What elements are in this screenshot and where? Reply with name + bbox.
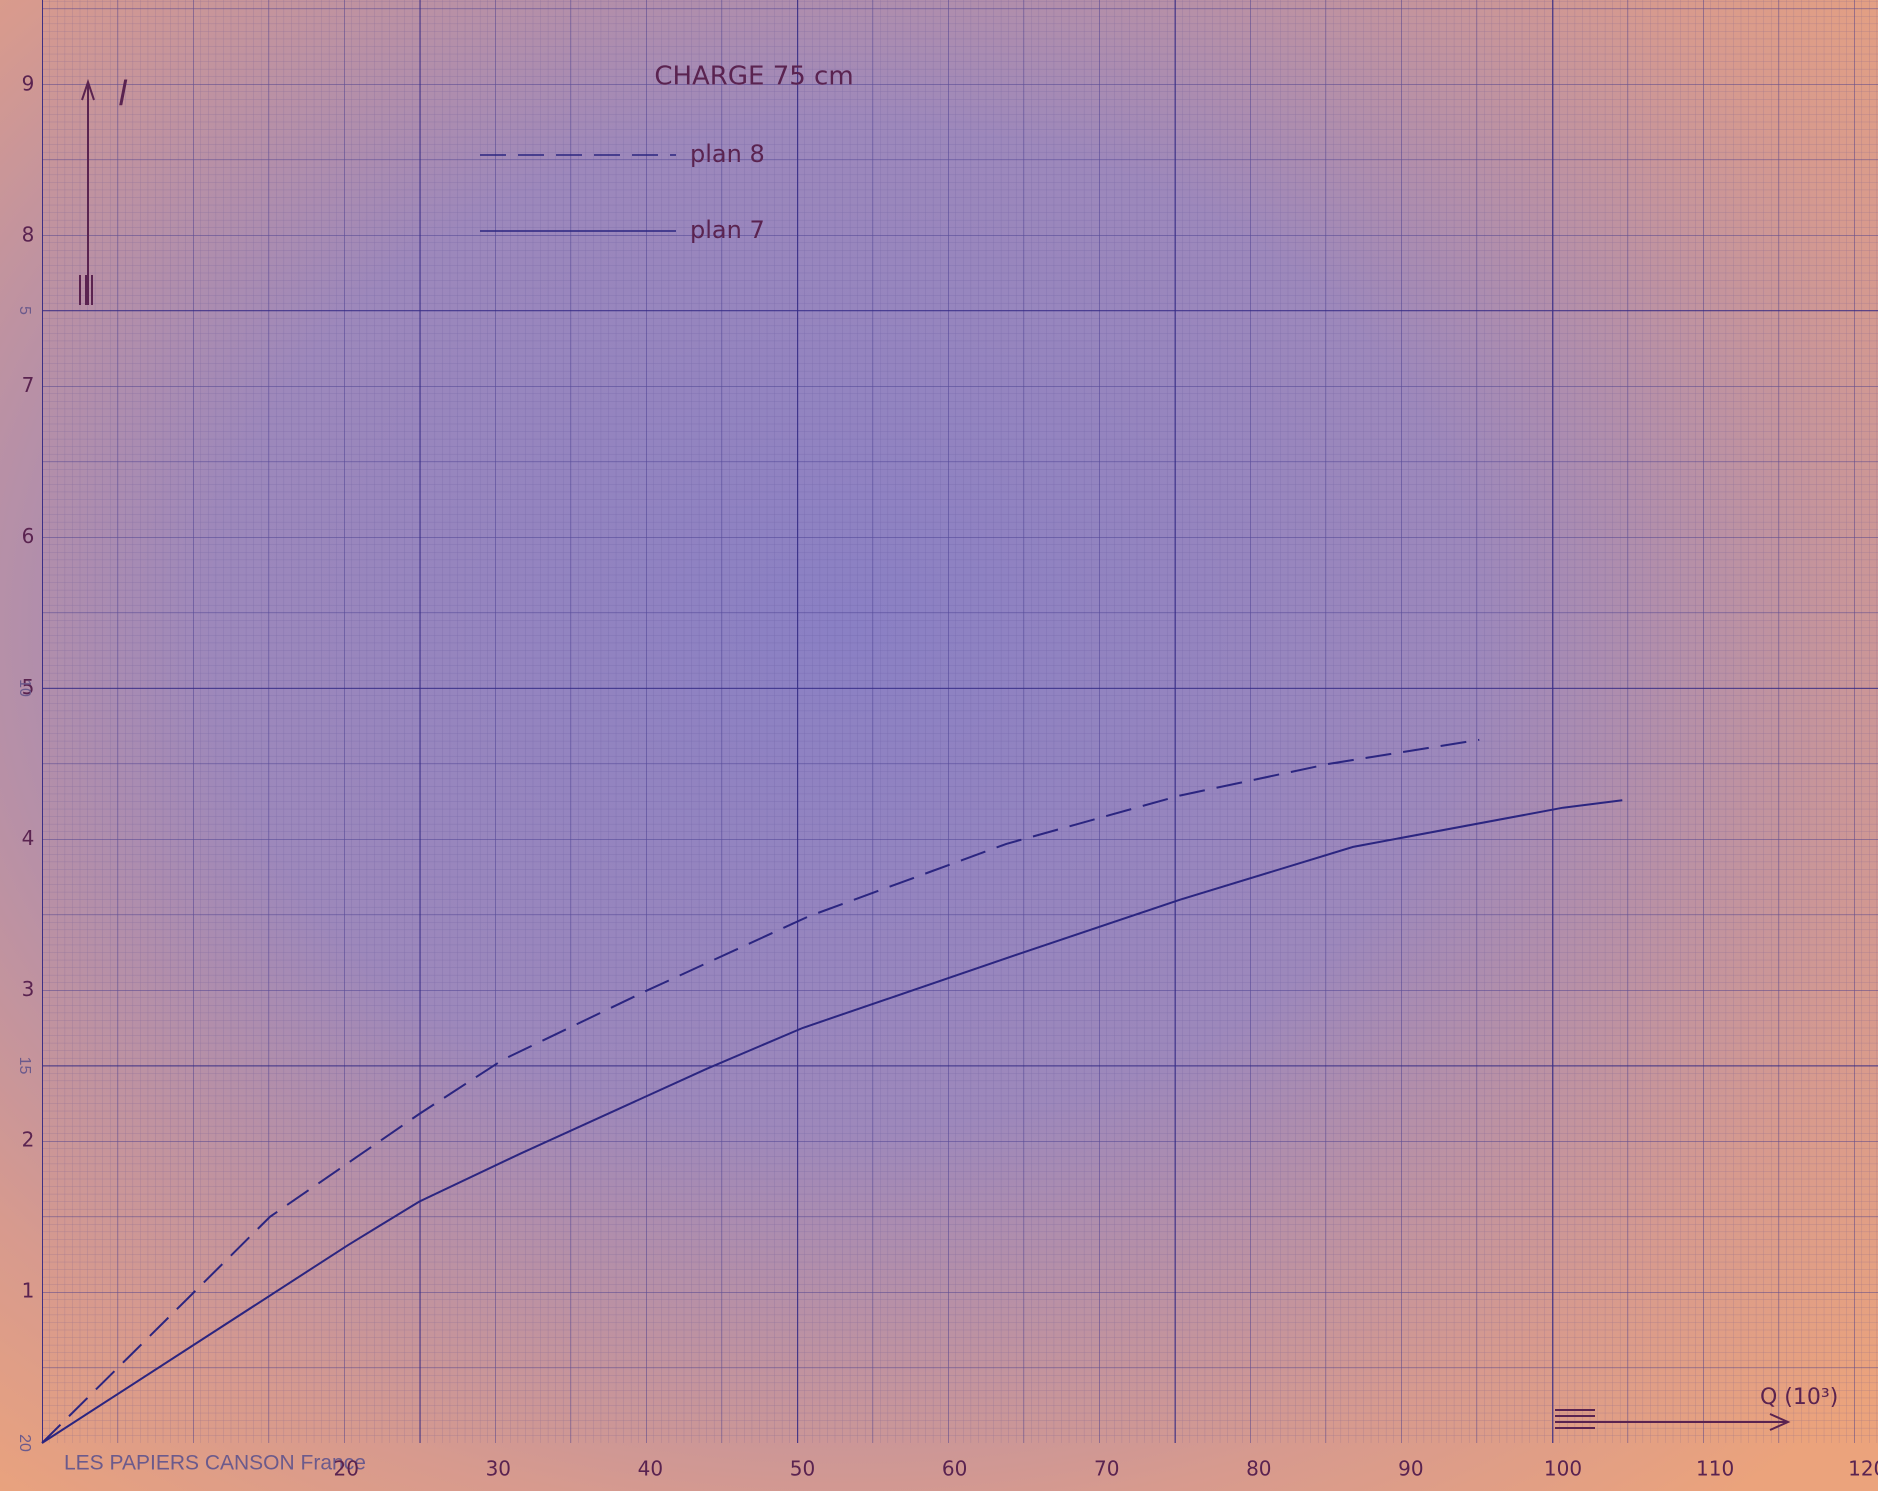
x-tick-label: 70	[1094, 1457, 1119, 1481]
y-tick-label: 6	[22, 524, 35, 548]
legend-label: plan 8	[690, 140, 765, 168]
x-tick-label: 30	[486, 1457, 511, 1481]
y-tick-label: 1	[22, 1279, 35, 1303]
legend-label: plan 7	[690, 216, 765, 244]
y-tick-label: 9	[22, 71, 35, 95]
x-axis-label: Q (10³)	[1760, 1385, 1838, 1410]
x-tick-label: 60	[942, 1457, 967, 1481]
paper-grid-5cm	[42, 0, 1878, 1443]
y-axis-label: l	[118, 75, 128, 115]
paper-cm-mark: 10	[16, 679, 33, 697]
x-tick-label: 80	[1246, 1457, 1271, 1481]
paper-brand: LES PAPIERS CANSON France	[64, 1452, 366, 1475]
paper-cm-mark: 20	[16, 1434, 33, 1452]
chart: l Q (10³) CHARGE 75 cm LES PAPIERS CANSO…	[0, 0, 1878, 1491]
y-tick-label: 7	[22, 373, 35, 397]
page: l Q (10³) CHARGE 75 cm LES PAPIERS CANSO…	[0, 0, 1878, 1491]
x-tick-label: 90	[1398, 1457, 1423, 1481]
x-tick-label: 20	[333, 1457, 358, 1481]
x-tick-label: 120	[1848, 1457, 1878, 1481]
y-tick-label: 4	[22, 826, 35, 850]
x-tick-label: 50	[790, 1457, 815, 1481]
y-tick-label: 3	[22, 977, 35, 1001]
x-tick-label: 40	[638, 1457, 663, 1481]
y-tick-label: 2	[22, 1128, 35, 1152]
paper-cm-mark: 15	[16, 1057, 33, 1075]
chart-title: CHARGE 75 cm	[654, 62, 853, 92]
y-tick-label: 8	[22, 222, 35, 246]
x-tick-label: 110	[1696, 1457, 1734, 1481]
x-tick-label: 100	[1544, 1457, 1582, 1481]
paper-cm-mark: 5	[16, 306, 33, 315]
